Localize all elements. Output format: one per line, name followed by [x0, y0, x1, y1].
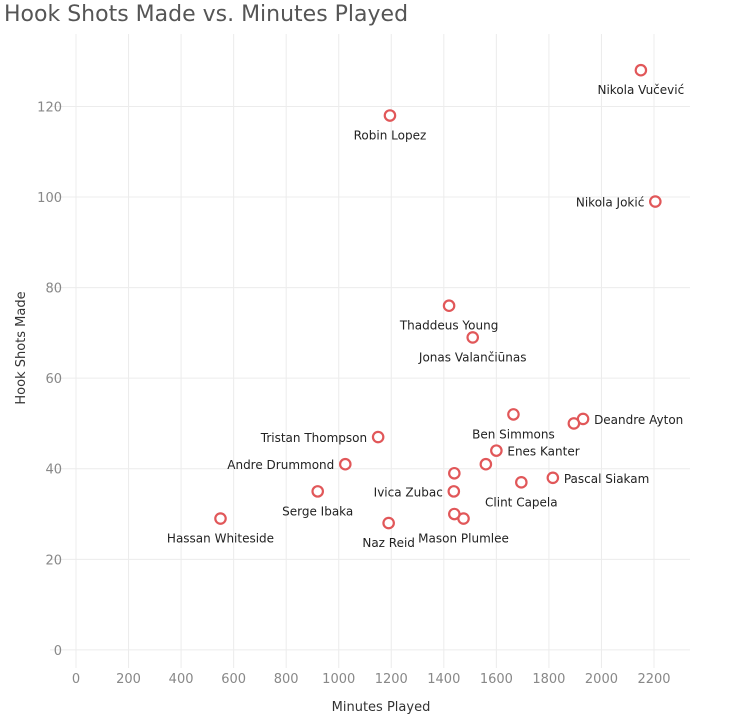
- data-points: [214, 63, 662, 530]
- scatter-point: [490, 444, 503, 457]
- point-label: Pascal Siakam: [564, 472, 650, 486]
- point-label: Naz Reid: [362, 536, 415, 550]
- point-label: Andre Drummond: [227, 458, 334, 472]
- scatter-point: [567, 417, 581, 430]
- point-label: Robin Lopez: [354, 129, 427, 143]
- point-label: Enes Kanter: [507, 445, 579, 459]
- point-label: Jonas Valančiūnas: [418, 350, 527, 364]
- y-tick-label: 100: [37, 191, 62, 206]
- x-tick-label: 2000: [585, 672, 618, 687]
- scatter-point: [515, 476, 528, 489]
- point-label: Serge Ibaka: [282, 504, 353, 518]
- y-axis-ticks: 0 20 40 60 80 100 120: [37, 100, 62, 658]
- x-tick-label: 400: [169, 672, 194, 687]
- scatter-point: [442, 299, 456, 313]
- chart-title: Hook Shots Made vs. Minutes Played: [4, 2, 409, 27]
- x-tick-label: 1400: [427, 672, 460, 687]
- point-label: Tristan Thompson: [260, 431, 367, 445]
- scatter-point: [634, 63, 648, 77]
- y-axis-title: Hook Shots Made: [14, 291, 29, 404]
- scatter-point: [382, 516, 395, 530]
- y-tick-label: 40: [45, 463, 62, 478]
- y-tick-label: 0: [54, 644, 62, 659]
- y-tick-label: 80: [45, 282, 62, 297]
- x-tick-label: 2200: [637, 672, 670, 687]
- x-tick-label: 1200: [375, 672, 408, 687]
- point-label: Thaddeus Young: [399, 319, 498, 333]
- point-label: Mason Plumlee: [418, 532, 509, 546]
- point-label: Nikola Jokić: [576, 196, 644, 210]
- scatter-point: [479, 457, 493, 471]
- point-label: Nikola Vučević: [598, 83, 685, 97]
- x-tick-label: 0: [72, 672, 80, 687]
- x-tick-label: 1800: [532, 672, 565, 687]
- point-label: Clint Capela: [485, 495, 558, 509]
- scatter-point: [448, 507, 461, 521]
- point-label: Hassan Whiteside: [167, 532, 274, 546]
- x-tick-label: 600: [221, 672, 246, 687]
- scatter-point: [338, 457, 352, 471]
- x-axis-title: Minutes Played: [332, 700, 431, 715]
- scatter-point: [546, 471, 560, 485]
- scatter-point: [371, 430, 385, 444]
- scatter-point: [507, 408, 520, 421]
- scatter-point: [649, 195, 662, 208]
- scatter-point: [383, 109, 397, 122]
- point-label: Deandre Ayton: [594, 413, 683, 427]
- x-tick-label: 200: [116, 672, 141, 687]
- y-tick-label: 60: [45, 372, 62, 387]
- scatter-point: [448, 466, 461, 480]
- x-tick-label: 1000: [322, 672, 355, 687]
- gridlines: [50, 34, 690, 668]
- scatter-point: [466, 331, 480, 344]
- y-tick-label: 120: [37, 100, 62, 115]
- x-tick-label: 1600: [480, 672, 513, 687]
- point-label: Ivica Zubac: [374, 485, 443, 499]
- x-tick-label: 800: [274, 672, 299, 687]
- y-tick-label: 20: [45, 553, 62, 568]
- point-label: Ben Simmons: [472, 427, 555, 441]
- scatter-point: [447, 485, 461, 498]
- scatter-point: [311, 485, 325, 498]
- point-labels: Nikola Vučević Robin Lopez Nikola Jokić Tha…: [167, 83, 684, 550]
- x-axis-ticks: 0 200 400 600 800 1000 1200 1400 1600 1800 2000 220…: [72, 672, 671, 687]
- scatter-point: [214, 512, 227, 525]
